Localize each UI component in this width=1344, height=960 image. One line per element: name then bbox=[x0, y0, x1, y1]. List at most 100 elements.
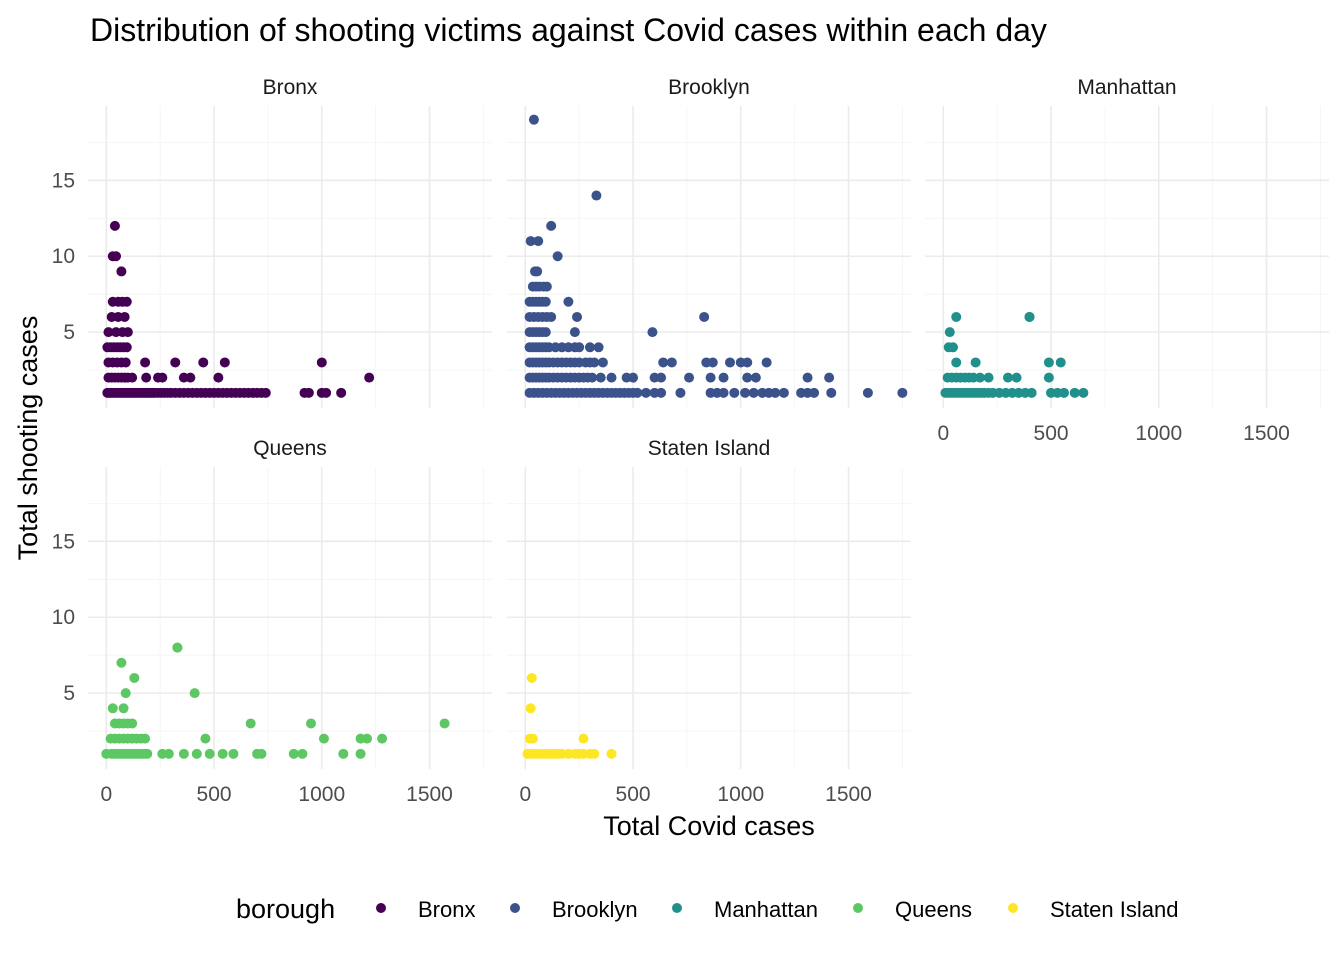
data-point-queens bbox=[355, 748, 366, 759]
legend-key bbox=[853, 903, 863, 913]
data-point-staten-island bbox=[578, 733, 589, 744]
data-point-bronx bbox=[260, 387, 271, 398]
data-point-queens bbox=[228, 748, 239, 759]
x-tick-label: 500 bbox=[616, 783, 651, 806]
data-point-bronx bbox=[111, 251, 122, 262]
data-point-bronx bbox=[109, 220, 120, 231]
x-tick-label: 1000 bbox=[1135, 422, 1182, 445]
legend-item-queens: Queens bbox=[853, 897, 972, 922]
data-point-brooklyn bbox=[742, 357, 753, 368]
data-point-brooklyn bbox=[770, 387, 781, 398]
data-point-manhattan bbox=[1043, 372, 1054, 383]
data-point-brooklyn bbox=[597, 357, 608, 368]
data-point-brooklyn bbox=[572, 311, 583, 322]
data-point-queens bbox=[191, 748, 202, 759]
data-point-bronx bbox=[116, 266, 127, 277]
legend: borough Bronx Brooklyn Manhattan Queens Stat… bbox=[236, 894, 1178, 924]
data-point-manhattan bbox=[951, 357, 962, 368]
data-point-brooklyn bbox=[748, 387, 759, 398]
data-point-brooklyn bbox=[750, 372, 761, 383]
data-point-queens bbox=[142, 748, 153, 759]
legend-item-bronx: Bronx bbox=[376, 897, 475, 922]
y-tick-label: 10 bbox=[52, 245, 75, 268]
data-point-queens bbox=[172, 642, 183, 653]
data-point-queens bbox=[127, 718, 138, 729]
data-point-brooklyn bbox=[725, 357, 736, 368]
data-point-manhattan bbox=[951, 311, 962, 322]
data-point-brooklyn bbox=[546, 311, 557, 322]
data-point-brooklyn bbox=[809, 387, 820, 398]
facet-label: Bronx bbox=[263, 76, 318, 99]
x-tick-label: 1500 bbox=[406, 783, 453, 806]
data-point-brooklyn bbox=[778, 387, 789, 398]
facet-manhattan: Manhattan 0 500 1000 1500 bbox=[925, 76, 1329, 445]
y-tick-label: 15 bbox=[52, 169, 75, 192]
data-point-brooklyn bbox=[552, 251, 563, 262]
data-point-manhattan bbox=[983, 372, 994, 383]
data-point-bronx bbox=[316, 357, 327, 368]
data-point-queens bbox=[288, 748, 299, 759]
legend-item-brooklyn: Brooklyn bbox=[510, 897, 638, 922]
data-point-bronx bbox=[321, 387, 332, 398]
data-point-brooklyn bbox=[584, 342, 595, 353]
legend-label: Brooklyn bbox=[552, 897, 638, 922]
data-point-manhattan bbox=[974, 372, 985, 383]
data-point-brooklyn bbox=[632, 387, 643, 398]
data-point-brooklyn bbox=[656, 387, 667, 398]
data-point-manhattan bbox=[1058, 387, 1069, 398]
x-tick-label: 1500 bbox=[825, 783, 872, 806]
data-point-queens bbox=[140, 733, 151, 744]
data-point-bronx bbox=[198, 357, 209, 368]
data-point-queens bbox=[200, 733, 211, 744]
x-tick-label: 500 bbox=[1034, 422, 1069, 445]
y-tick-label: 15 bbox=[52, 530, 75, 553]
legend-item-staten-island: Staten Island bbox=[1008, 897, 1178, 922]
data-point-brooklyn bbox=[593, 342, 604, 353]
data-point-brooklyn bbox=[718, 387, 729, 398]
data-point-bronx bbox=[185, 372, 196, 383]
y-tick-label: 5 bbox=[63, 682, 75, 705]
data-point-staten-island bbox=[525, 703, 536, 714]
data-point-queens bbox=[377, 733, 388, 744]
data-point-staten-island bbox=[527, 733, 538, 744]
x-tick-label: 0 bbox=[937, 422, 949, 445]
y-tick-label: 5 bbox=[63, 321, 75, 344]
data-point-bronx bbox=[336, 387, 347, 398]
facet-label: Brooklyn bbox=[668, 76, 750, 99]
data-point-brooklyn bbox=[666, 357, 677, 368]
y-tick-label: 10 bbox=[52, 606, 75, 629]
data-point-manhattan bbox=[1078, 387, 1089, 398]
data-point-manhattan bbox=[1069, 387, 1080, 398]
y-axis-title: Total shooting cases bbox=[13, 316, 43, 561]
data-point-brooklyn bbox=[658, 357, 669, 368]
data-point-brooklyn bbox=[591, 190, 602, 201]
data-point-brooklyn bbox=[563, 296, 574, 307]
data-point-queens bbox=[129, 672, 140, 683]
data-point-brooklyn bbox=[740, 387, 751, 398]
data-point-brooklyn bbox=[587, 372, 598, 383]
data-point-brooklyn bbox=[546, 220, 557, 231]
legend-label: Manhattan bbox=[714, 897, 818, 922]
facet-label: Queens bbox=[253, 437, 327, 460]
x-tick-label: 1500 bbox=[1243, 422, 1290, 445]
data-point-queens bbox=[107, 703, 118, 714]
data-point-manhattan bbox=[970, 357, 981, 368]
data-point-manhattan bbox=[948, 342, 959, 353]
data-point-bronx bbox=[364, 372, 375, 383]
data-point-bronx bbox=[120, 357, 131, 368]
data-point-bronx bbox=[122, 327, 133, 338]
legend-item-manhattan: Manhattan bbox=[672, 897, 818, 922]
data-point-bronx bbox=[219, 357, 230, 368]
legend-key bbox=[376, 903, 386, 913]
data-point-queens bbox=[338, 748, 349, 759]
data-point-brooklyn bbox=[684, 372, 695, 383]
facet-brooklyn: Brooklyn bbox=[507, 76, 911, 408]
data-point-brooklyn bbox=[707, 357, 718, 368]
legend-key bbox=[510, 903, 520, 913]
data-point-manhattan bbox=[944, 327, 955, 338]
data-point-queens bbox=[118, 703, 129, 714]
data-point-bronx bbox=[303, 387, 314, 398]
data-point-staten-island bbox=[589, 748, 600, 759]
